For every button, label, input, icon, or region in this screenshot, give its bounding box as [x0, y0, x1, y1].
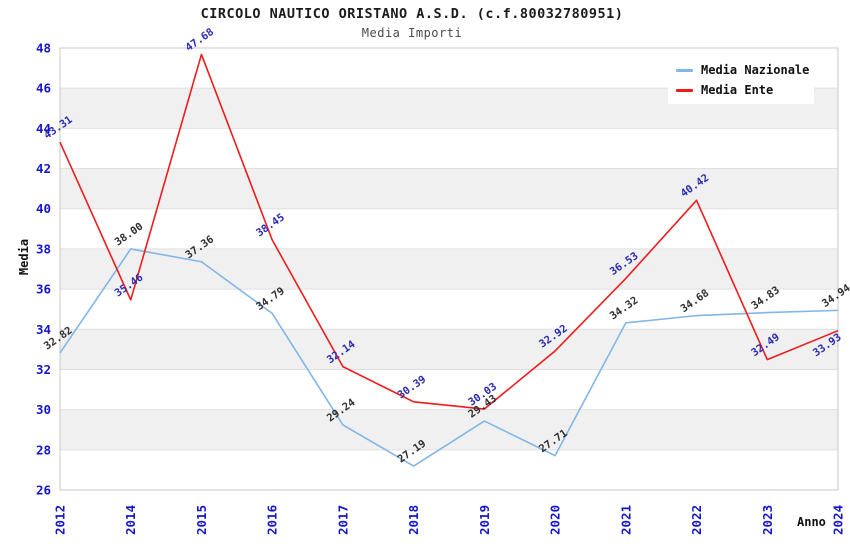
media-nazionale-line: [59, 248, 839, 467]
point-label: 47.68: [183, 26, 216, 54]
chart-title: CIRCOLO NAUTICO ORISTANO A.S.D. (c.f.800…: [200, 6, 624, 22]
legend-label-media-nazionale: Media Nazionale: [701, 63, 810, 77]
x-tick-label: 2015: [194, 505, 209, 535]
y-tick-label: 32: [36, 362, 51, 377]
y-tick-label: 34: [36, 322, 51, 337]
point-label: 34.32: [608, 294, 641, 322]
media-ente-line-swatch-icon: [676, 88, 693, 92]
x-tick-label: 2019: [477, 505, 492, 535]
x-tick-label: 2016: [265, 505, 280, 535]
point-label: 34.68: [678, 287, 711, 315]
x-tick-label: 2024: [831, 505, 846, 535]
x-tick-label: 2021: [618, 505, 633, 535]
y-tick-label: 28: [36, 442, 51, 457]
plot-band: [60, 168, 838, 209]
y-tick-label: 26: [36, 483, 51, 498]
media-ente-line: [59, 53, 839, 410]
x-tick-label: 2022: [689, 505, 704, 535]
x-tick-label: 2017: [335, 505, 350, 535]
x-axis-title: Anno: [797, 515, 826, 529]
y-tick-label: 40: [36, 201, 51, 216]
y-tick-label: 36: [36, 282, 51, 297]
point-label: 30.39: [396, 373, 429, 401]
y-tick-label: 44: [36, 121, 51, 136]
y-tick-label: 30: [36, 402, 51, 417]
y-tick-label: 46: [36, 81, 51, 96]
legend-label-media-ente: Media Ente: [701, 83, 774, 97]
x-tick-label: 2023: [760, 505, 775, 535]
point-label: 38.00: [113, 220, 146, 248]
media-nazionale-line-swatch-icon: [676, 68, 693, 72]
legend: Media Nazionale Media Ente: [668, 56, 814, 104]
y-tick-label: 42: [36, 161, 51, 176]
y-tick-label: 48: [36, 41, 51, 56]
y-tick-label: 38: [36, 241, 51, 256]
chart-subtitle: Media Importi: [361, 26, 463, 40]
x-tick-label: 2018: [406, 505, 421, 535]
plot-band: [60, 248, 838, 290]
x-tick-label: 2014: [123, 505, 138, 535]
plot-band: [60, 329, 838, 370]
y-axis-title: Media: [17, 238, 31, 276]
x-tick-label: 2020: [548, 505, 563, 535]
x-tick-label: 2012: [53, 505, 68, 535]
plot-border: [59, 47, 839, 491]
legend-item-media-ente: Media Ente: [668, 83, 814, 97]
legend-item-media-nazionale: Media Nazionale: [668, 63, 814, 77]
